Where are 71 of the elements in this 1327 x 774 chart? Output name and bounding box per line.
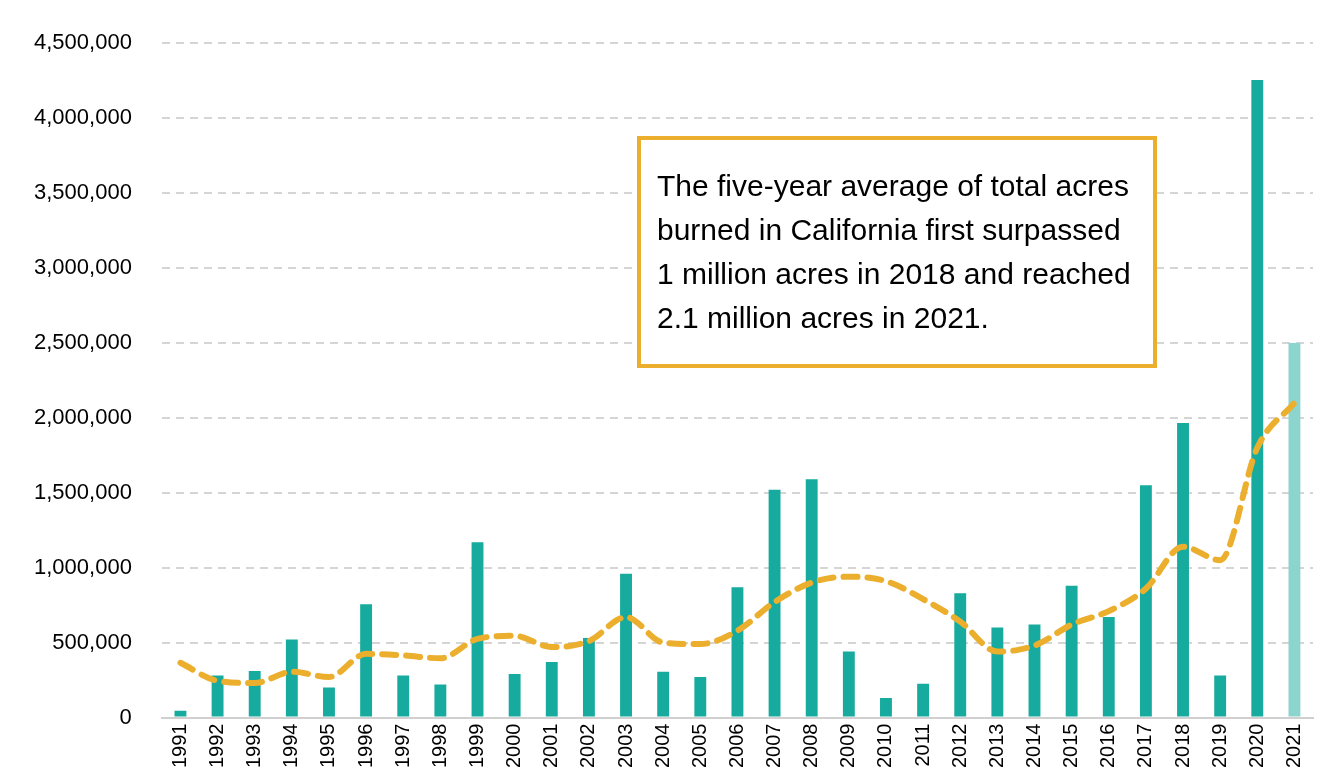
bar: [657, 671, 670, 717]
x-tick-label: 1993: [242, 723, 265, 769]
x-tick-label: 2000: [502, 723, 525, 769]
x-tick-label: 2013: [984, 723, 1007, 769]
bar: [211, 675, 224, 717]
bar: [805, 479, 818, 717]
bar: [545, 662, 558, 717]
x-tick-label: 1996: [353, 723, 376, 769]
x-tick-label: 2016: [1096, 723, 1119, 769]
x-tick-label: 2018: [1170, 723, 1193, 769]
bar: [991, 627, 1004, 717]
y-tick-label: 4,000,000: [34, 104, 132, 130]
annotation: The five-year average of total acres burned in California first surpassed 1 million acres in 2018 and reached 2.1 million acres in 2021.: [637, 136, 1157, 368]
x-tick-label: 1995: [316, 723, 339, 769]
bar: [954, 593, 967, 717]
bar: [323, 687, 335, 717]
x-tick-label: 2020: [1244, 723, 1267, 769]
bar: [731, 587, 744, 717]
y-tick-label: 1,000,000: [34, 553, 132, 579]
bar: [880, 698, 892, 717]
bar: [582, 638, 595, 717]
y-tick-label: 3,000,000: [34, 254, 132, 280]
bar: [360, 604, 373, 717]
bar: [508, 674, 521, 717]
bar: [694, 677, 707, 717]
x-tick-label: 2002: [576, 723, 599, 769]
x-tick-label: 2006: [724, 723, 747, 769]
y-tick-label: 500,000: [52, 628, 132, 654]
x-tick-label: 2005: [687, 723, 710, 769]
x-tick-label: 2012: [947, 723, 970, 769]
x-tick-label: 2001: [539, 723, 562, 769]
x-tick-label: 2003: [613, 723, 636, 769]
x-tick-label: 2007: [762, 723, 785, 769]
x-tick-label: 2015: [1059, 723, 1082, 769]
bar: [397, 675, 410, 717]
x-tick-label: 1992: [205, 723, 228, 769]
x-tick-label: 2008: [799, 723, 822, 769]
bar: [1102, 617, 1115, 717]
x-tick-label: 1997: [390, 723, 413, 769]
bar: [471, 542, 484, 717]
x-tick-label: 2017: [1133, 723, 1156, 769]
bar: [434, 684, 447, 717]
x-tick-label: 2021: [1281, 723, 1304, 769]
y-tick-label: 0: [119, 703, 132, 729]
y-tick-label: 2,000,000: [34, 403, 132, 429]
y-tick-label: 3,500,000: [34, 179, 132, 205]
x-tick-label: 1994: [279, 723, 302, 769]
x-tick-label: 2010: [873, 723, 896, 769]
bar: [1065, 585, 1078, 717]
bar: [1177, 423, 1189, 717]
x-tick-label: 1998: [427, 723, 450, 769]
y-tick-label: 4,500,000: [34, 29, 132, 55]
x-tick-label: 2019: [1207, 723, 1230, 769]
x-tick-label: 2011: [910, 723, 933, 767]
bar: [842, 651, 855, 717]
bar: [620, 573, 632, 717]
x-tick-label: 2004: [650, 723, 673, 769]
bar: [1214, 675, 1227, 717]
y-tick-label: 1,500,000: [34, 478, 132, 504]
x-tick-label: 1991: [167, 723, 190, 769]
bar: [1288, 342, 1301, 717]
bar: [285, 639, 298, 717]
bar: [768, 489, 781, 717]
x-tick-label: 2009: [836, 723, 859, 769]
x-tick-label: 2014: [1022, 723, 1045, 769]
y-tick-label: 2,500,000: [34, 328, 132, 354]
bar: [174, 710, 187, 717]
bar: [1139, 485, 1152, 717]
bar: [917, 683, 930, 717]
x-tick-label: 1999: [465, 723, 488, 769]
bar: [1251, 79, 1264, 717]
